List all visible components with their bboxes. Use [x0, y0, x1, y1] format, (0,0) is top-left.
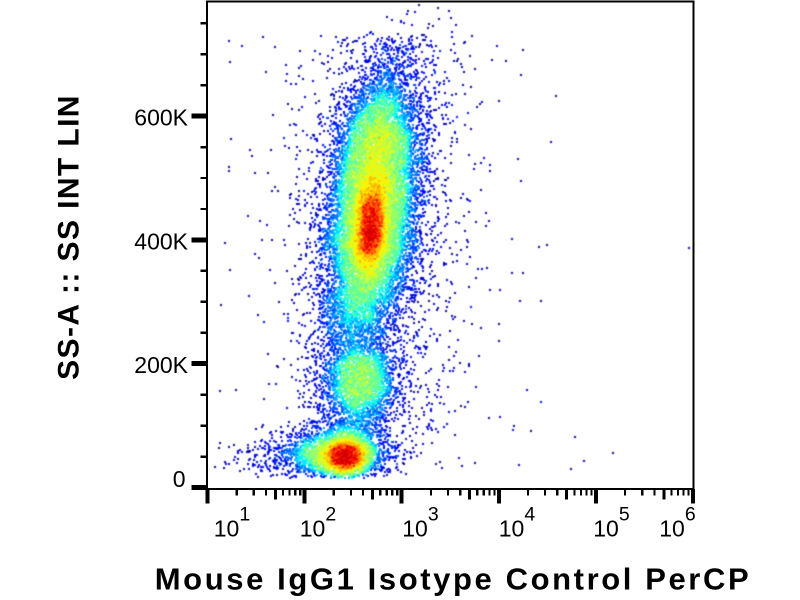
- svg-text:600K: 600K: [134, 105, 188, 131]
- svg-text:103: 103: [402, 504, 438, 542]
- svg-text:105: 105: [593, 504, 630, 542]
- svg-text:SS-A :: SS INT LIN: SS-A :: SS INT LIN: [53, 94, 86, 380]
- svg-text:102: 102: [300, 504, 336, 542]
- svg-text:101: 101: [214, 504, 250, 542]
- svg-text:104: 104: [499, 504, 536, 542]
- svg-text:400K: 400K: [134, 228, 188, 254]
- svg-text:106: 106: [659, 504, 695, 542]
- svg-text:200K: 200K: [134, 352, 188, 378]
- svg-text:Mouse IgG1 Isotype Control Per: Mouse IgG1 Isotype Control PerCP: [155, 562, 752, 597]
- svg-text:0: 0: [173, 466, 186, 492]
